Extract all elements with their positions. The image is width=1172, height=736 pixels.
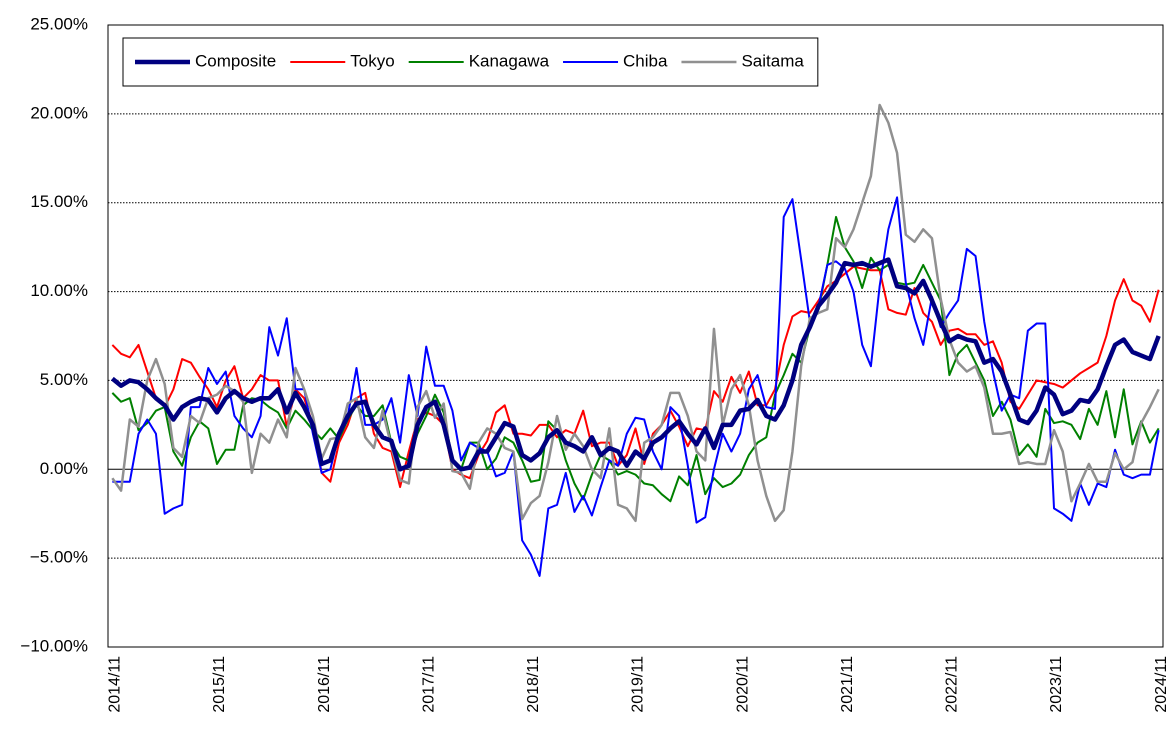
x-tick-label: 2014/11 (107, 656, 124, 713)
series-line (111, 103, 1160, 523)
legend-label: Saitama (741, 51, 804, 70)
y-tick-label: 25.00% (30, 14, 88, 33)
x-tick-label: 2023/11 (1048, 656, 1065, 713)
legend-label: Kanagawa (469, 51, 550, 70)
legend: Composite Tokyo Kanagawa Chiba Saitama (122, 37, 819, 87)
series-line (111, 215, 1160, 503)
y-tick-label: 15.00% (30, 192, 88, 211)
y-tick-label: 0.00% (40, 459, 88, 478)
y-tick-label: −5.00% (30, 548, 88, 567)
y-tick-label: −10.00% (20, 636, 88, 655)
y-tick-label: 5.00% (40, 370, 88, 389)
x-tick-label: 2017/11 (420, 656, 437, 713)
y-tick-label: 10.00% (30, 281, 88, 300)
x-tick-label: 2016/11 (316, 656, 333, 713)
series-line (112, 196, 1160, 577)
plot-border (107, 24, 1164, 648)
x-tick-label: 2015/11 (211, 656, 228, 713)
legend-label: Chiba (623, 51, 668, 70)
legend-label: Tokyo (350, 51, 394, 70)
x-tick-label: 2022/11 (944, 656, 961, 713)
y-tick-label: 20.00% (30, 103, 88, 122)
series-line (110, 257, 1161, 472)
x-tick-label: 2019/11 (630, 656, 647, 713)
x-tick-label: 2018/11 (525, 656, 542, 713)
legend-label: Composite (195, 51, 276, 70)
x-tick-label: 2020/11 (734, 656, 751, 713)
x-tick-label: 2024/11 (1153, 656, 1170, 713)
x-tick-label: 2021/11 (839, 656, 856, 713)
